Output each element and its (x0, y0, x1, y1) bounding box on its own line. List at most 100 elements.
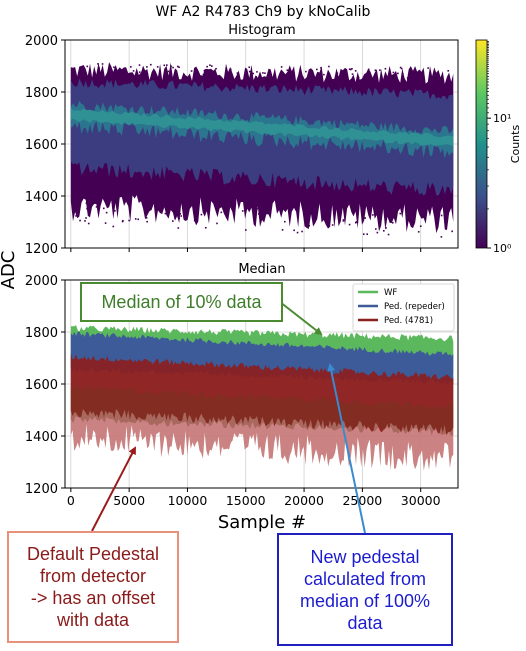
histogram-outlier (349, 68, 352, 71)
histogram-outlier (120, 71, 123, 73)
histogram-outlier (337, 75, 339, 78)
histogram-outlier (357, 76, 360, 79)
legend-label: Ped. (4781) (384, 316, 433, 326)
histogram-outlier (256, 71, 258, 73)
histogram-outlier (114, 209, 116, 212)
histogram-outlier (146, 66, 148, 68)
y-tick-label: 2000 (25, 274, 58, 289)
histogram-outlier (422, 213, 425, 216)
histogram-outlier (130, 66, 132, 68)
histogram-outlier (384, 67, 387, 70)
annotation-arrows (91, 301, 366, 534)
histogram-outlier (328, 212, 330, 215)
histogram-outlier (401, 73, 404, 75)
histogram-outlier (205, 207, 208, 210)
histogram-outlier (400, 67, 403, 70)
histogram-outlier (354, 221, 357, 224)
histogram-outlier (391, 221, 394, 224)
histogram-outlier (150, 63, 152, 66)
new-pedestal-arrow (327, 363, 366, 534)
x-tick-label: 30000 (401, 493, 441, 508)
x-tick-label: 0 (67, 493, 75, 508)
histogram-outlier (210, 75, 213, 78)
histogram-outlier (419, 225, 422, 228)
histogram-outlier (229, 68, 232, 71)
histogram-outlier (308, 224, 310, 227)
histogram-outlier (166, 73, 168, 76)
histogram-outlier (86, 207, 88, 210)
histogram-outlier (203, 71, 206, 74)
histogram-outlier (113, 66, 115, 69)
histogram-outlier (101, 63, 104, 65)
histogram-outlier (397, 72, 399, 75)
histogram-outlier (85, 202, 88, 205)
x-tick-label: 20000 (284, 493, 324, 508)
x-axis-label: Sample # (218, 512, 306, 533)
histogram-outlier (366, 233, 369, 235)
histogram-outlier (156, 66, 159, 68)
histogram-outlier (255, 76, 257, 78)
histogram-outlier (412, 213, 415, 215)
histogram-outlier (316, 68, 318, 71)
histogram-outlier (180, 215, 183, 217)
histogram-title: Histogram (228, 23, 295, 38)
series-overlap-shade (70, 384, 454, 437)
histogram-outlier (178, 217, 180, 220)
x-tick-label: 5000 (113, 493, 145, 508)
x-tick-label: 25000 (342, 493, 382, 508)
median-title: Median (238, 262, 285, 277)
histogram-outlier (399, 66, 402, 69)
histogram-outlier (178, 66, 180, 69)
legend-label: WF (384, 288, 397, 298)
histogram-outlier (305, 70, 307, 73)
histogram-outlier (301, 230, 303, 233)
histogram-outlier (112, 225, 115, 228)
colorbar-tick-label: 10⁰ (493, 242, 512, 255)
histogram-outlier (392, 71, 395, 74)
histogram-outlier (193, 219, 196, 222)
histogram-outlier (406, 77, 409, 79)
legend: WF Ped. (repeder) Ped. (4781) (352, 283, 455, 332)
histogram-outlier (264, 72, 266, 75)
histogram-outlier (355, 221, 358, 223)
histogram-outlier (399, 212, 402, 215)
colorbar-gradient (475, 39, 488, 249)
histogram-outlier (336, 72, 339, 74)
colorbar-tick-label: 10¹ (493, 112, 511, 125)
histogram-outlier (281, 74, 283, 77)
y-tick-label: 2000 (25, 34, 58, 49)
histogram-outlier (122, 219, 124, 222)
series-ped4781 (70, 353, 454, 436)
histogram-outlier (145, 217, 148, 219)
histogram-outlier (209, 64, 211, 66)
y-axis-label: ADC (0, 251, 19, 290)
histogram-outlier (138, 64, 141, 66)
histogram-outlier (167, 70, 170, 73)
histogram-outlier (230, 72, 232, 75)
data-layer (70, 325, 454, 471)
histogram-outlier (440, 214, 443, 217)
histogram-outlier (388, 214, 390, 216)
histogram-outlier (75, 215, 77, 217)
histogram-outlier (170, 65, 172, 68)
legend-box (352, 283, 455, 332)
histogram-outlier (211, 65, 213, 67)
histogram-outlier (99, 72, 102, 75)
histogram-outlier (121, 220, 124, 223)
histogram-outlier (128, 219, 130, 222)
histogram-outlier (132, 70, 135, 72)
histogram-outlier (134, 218, 137, 220)
histogram-outlier (256, 207, 258, 210)
histogram-outlier (331, 224, 334, 226)
histogram-outlier (196, 214, 199, 217)
histogram-outlier (174, 217, 176, 219)
median-plot: WF Ped. (repeder) Ped. (4781) 1200 1400 1600 1… (25, 274, 459, 508)
histogram-outlier (247, 207, 249, 210)
histogram-outlier (86, 65, 89, 68)
colorbar-label: Counts (509, 125, 522, 164)
histogram-outlier (97, 63, 99, 65)
histogram-outlier (241, 210, 244, 212)
histogram-outlier (387, 233, 390, 236)
median-callout: Median of 10% data (80, 282, 283, 322)
